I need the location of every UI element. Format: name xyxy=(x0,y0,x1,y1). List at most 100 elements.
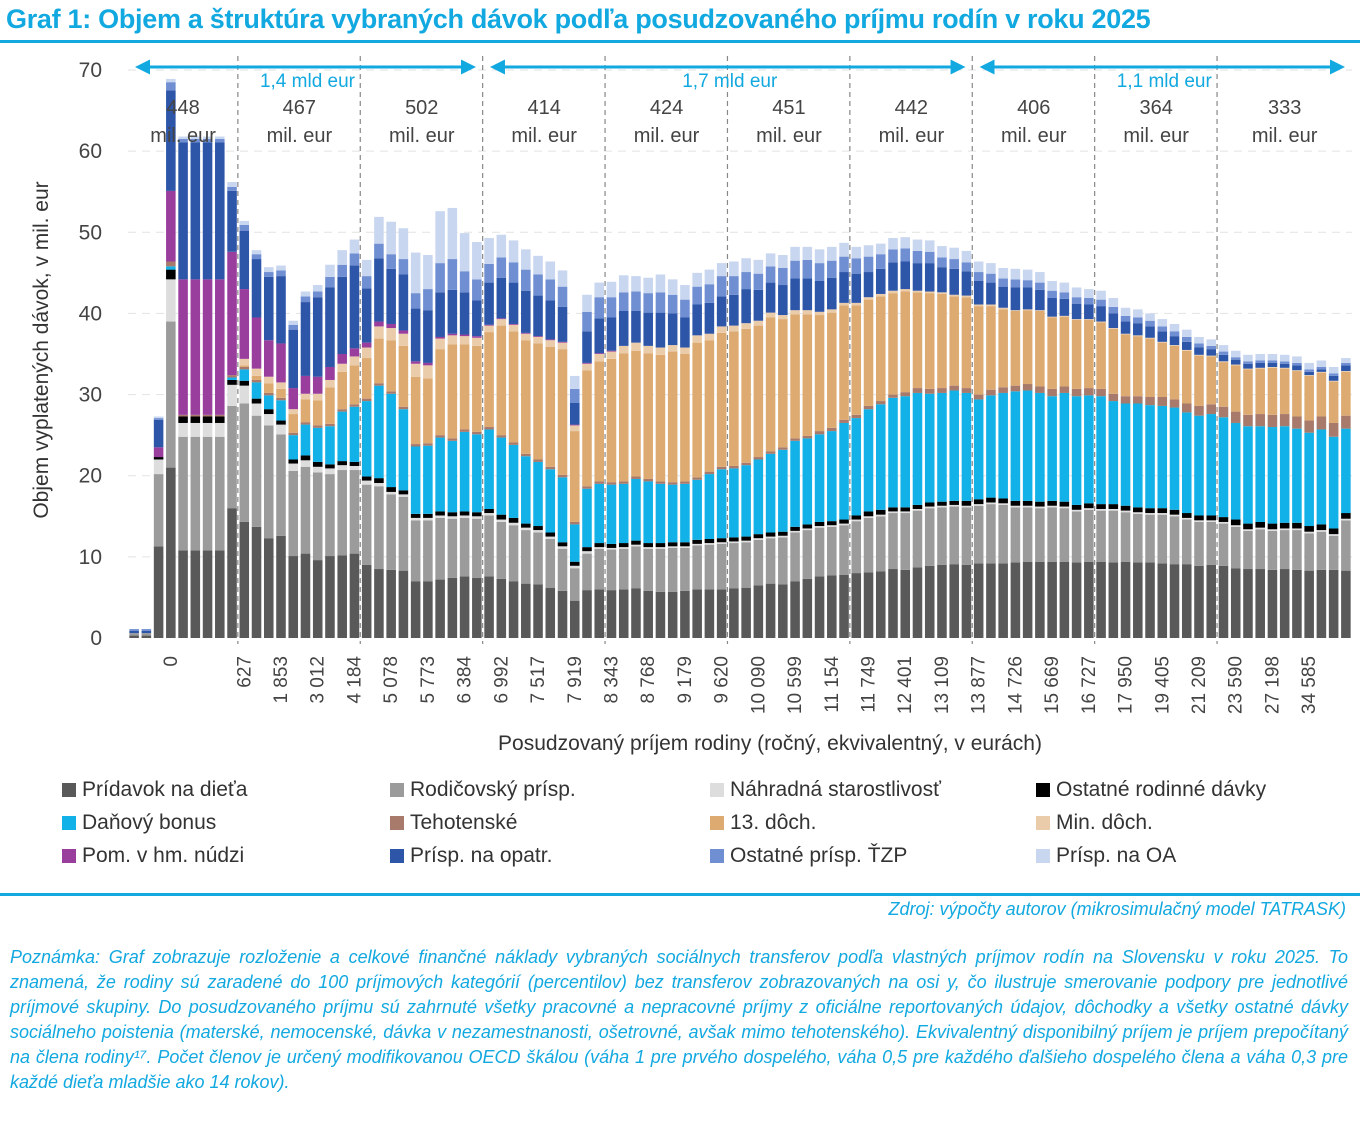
bar-segment xyxy=(582,590,592,638)
bar-segment xyxy=(398,330,409,334)
bar-segment xyxy=(1279,361,1290,364)
bar-segment xyxy=(276,388,286,398)
bar-segment xyxy=(1010,268,1021,280)
bar-segment xyxy=(949,506,959,565)
bar-segment xyxy=(1169,323,1180,332)
bar-segment xyxy=(545,279,556,301)
bar-segment xyxy=(472,516,482,519)
bar-segment xyxy=(582,331,592,363)
bar-segment xyxy=(1328,569,1339,638)
bar-segment xyxy=(386,268,396,324)
bar-segment xyxy=(1279,426,1290,523)
bar-segment xyxy=(361,342,372,348)
bar-segment xyxy=(557,590,568,638)
bar-segment xyxy=(337,354,347,364)
bar-segment xyxy=(521,523,531,528)
bar-segment xyxy=(1096,290,1106,300)
bar-segment xyxy=(1194,354,1204,356)
bar-segment xyxy=(790,532,800,582)
bar-segment xyxy=(557,306,568,342)
bar-stack xyxy=(239,220,250,638)
bar-segment xyxy=(508,240,519,263)
bar-segment xyxy=(545,261,556,280)
y-tick-label: 30 xyxy=(79,384,102,407)
bar-segment xyxy=(1145,513,1155,515)
bar-segment xyxy=(545,587,556,638)
bracket-label: 1,7 mld eur xyxy=(682,71,778,92)
bar-segment xyxy=(300,466,311,554)
bar-segment xyxy=(1206,349,1217,356)
bar-segment xyxy=(1120,333,1131,335)
bar-segment xyxy=(569,561,580,566)
bar-segment xyxy=(435,263,445,293)
bar-segment xyxy=(263,538,274,638)
bar-segment xyxy=(937,292,947,294)
bar-segment xyxy=(1218,417,1229,518)
bar-segment xyxy=(153,416,164,419)
bar-stack xyxy=(202,136,213,638)
bar-segment xyxy=(472,345,482,432)
bar-stack xyxy=(569,375,580,638)
bar-segment xyxy=(667,294,678,314)
bar-segment xyxy=(1243,414,1253,427)
bar-segment xyxy=(1133,513,1143,563)
bar-segment xyxy=(202,422,213,437)
bar-stack xyxy=(802,246,813,638)
bar-segment xyxy=(949,390,959,501)
bar-segment xyxy=(484,282,494,325)
bar-segment xyxy=(1181,519,1192,565)
bar-segment xyxy=(398,274,409,331)
bar-segment xyxy=(276,424,286,435)
bar-segment xyxy=(1022,309,1033,311)
bar-segment xyxy=(741,323,751,329)
bar-segment xyxy=(741,328,751,463)
bar-segment xyxy=(129,629,139,631)
bar-segment xyxy=(1316,524,1327,531)
bar-segment xyxy=(875,296,886,402)
bar-segment xyxy=(937,388,947,393)
bar-segment xyxy=(1255,367,1265,369)
bar-segment xyxy=(851,302,862,306)
bar-segment xyxy=(1157,514,1168,564)
bar-stack xyxy=(325,264,335,638)
bar-segment xyxy=(667,542,678,547)
bar-segment xyxy=(863,511,874,517)
bar-segment xyxy=(790,278,800,311)
bar-segment xyxy=(508,525,519,582)
x-tick-label: 11 154 xyxy=(822,656,843,713)
bar-segment xyxy=(1230,411,1241,423)
bar-segment xyxy=(276,276,286,344)
bar-stack xyxy=(386,221,396,638)
bar-segment xyxy=(1194,521,1204,566)
bar-segment xyxy=(851,246,862,259)
bar-segment xyxy=(1316,569,1327,638)
bar-stack xyxy=(484,237,494,638)
bar-segment xyxy=(655,483,666,544)
bar-segment xyxy=(423,289,433,311)
bar-segment xyxy=(1206,345,1217,350)
bar-segment xyxy=(790,440,800,527)
bar-segment xyxy=(1169,345,1180,346)
bar-segment xyxy=(1230,519,1241,526)
bar-segment xyxy=(790,526,800,531)
bar-segment xyxy=(606,590,617,638)
bar-segment xyxy=(472,337,482,346)
y-axis: 0 10 20 30 40 50 60 70 xyxy=(79,59,102,650)
bar-segment xyxy=(496,435,507,438)
group-total-value: 451 xyxy=(772,97,805,119)
bar-segment xyxy=(1341,371,1351,416)
bar-segment xyxy=(667,351,678,483)
bar-segment xyxy=(1133,512,1143,514)
bar-segment xyxy=(692,589,702,638)
bar-segment xyxy=(190,416,201,423)
bar-segment xyxy=(374,385,384,479)
bar-segment xyxy=(312,461,323,467)
bar-segment xyxy=(692,543,702,546)
bar-segment xyxy=(1304,420,1314,433)
bar-segment xyxy=(1120,315,1131,322)
bar-segment xyxy=(802,246,813,260)
bar-segment xyxy=(1292,428,1302,523)
bar-segment xyxy=(276,397,286,401)
bar-segment xyxy=(325,287,335,367)
bar-segment xyxy=(325,264,335,277)
